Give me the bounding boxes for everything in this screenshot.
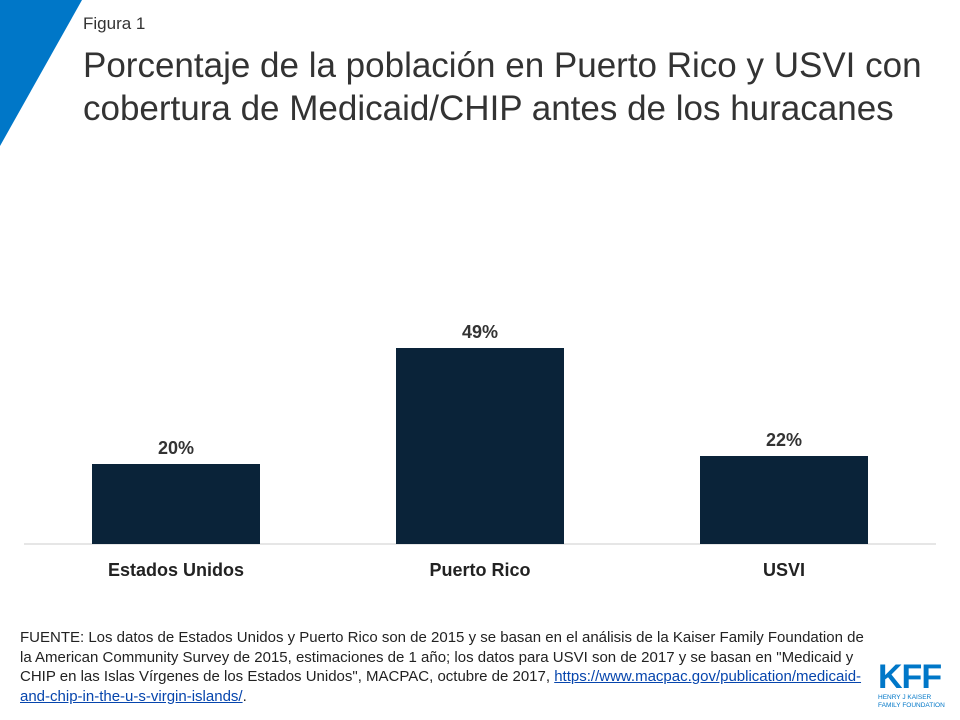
x-tick-label: USVI	[763, 560, 805, 580]
source-text: FUENTE: Los datos de Estados Unidos y Pu…	[20, 629, 864, 685]
chart-title: Porcentaje de la población en Puerto Ric…	[83, 46, 922, 128]
data-label: 49%	[462, 322, 498, 342]
logo: KFF HENRY J KAISER FAMILY FOUNDATION	[878, 660, 948, 710]
data-label: 20%	[158, 438, 194, 458]
source-end: .	[242, 687, 247, 705]
data-label: 22%	[766, 430, 802, 450]
logo-mark: KFF	[878, 658, 942, 696]
source-note: FUENTE: Los datos de Estados Unidos y Pu…	[20, 628, 870, 706]
x-tick-label: Estados Unidos	[108, 560, 244, 580]
bar	[396, 348, 564, 544]
bar	[700, 456, 868, 544]
corner-decoration	[0, 0, 82, 146]
logo-line: FAMILY FOUNDATION	[878, 702, 945, 709]
x-tick-label: Puerto Rico	[429, 560, 530, 580]
figure-label: Figura 1	[83, 14, 146, 33]
logo-line: HENRY J KAISER	[878, 694, 932, 701]
bar	[92, 464, 260, 544]
source-link[interactable]: https://www.macpac.gov/publication/medic…	[20, 668, 862, 705]
